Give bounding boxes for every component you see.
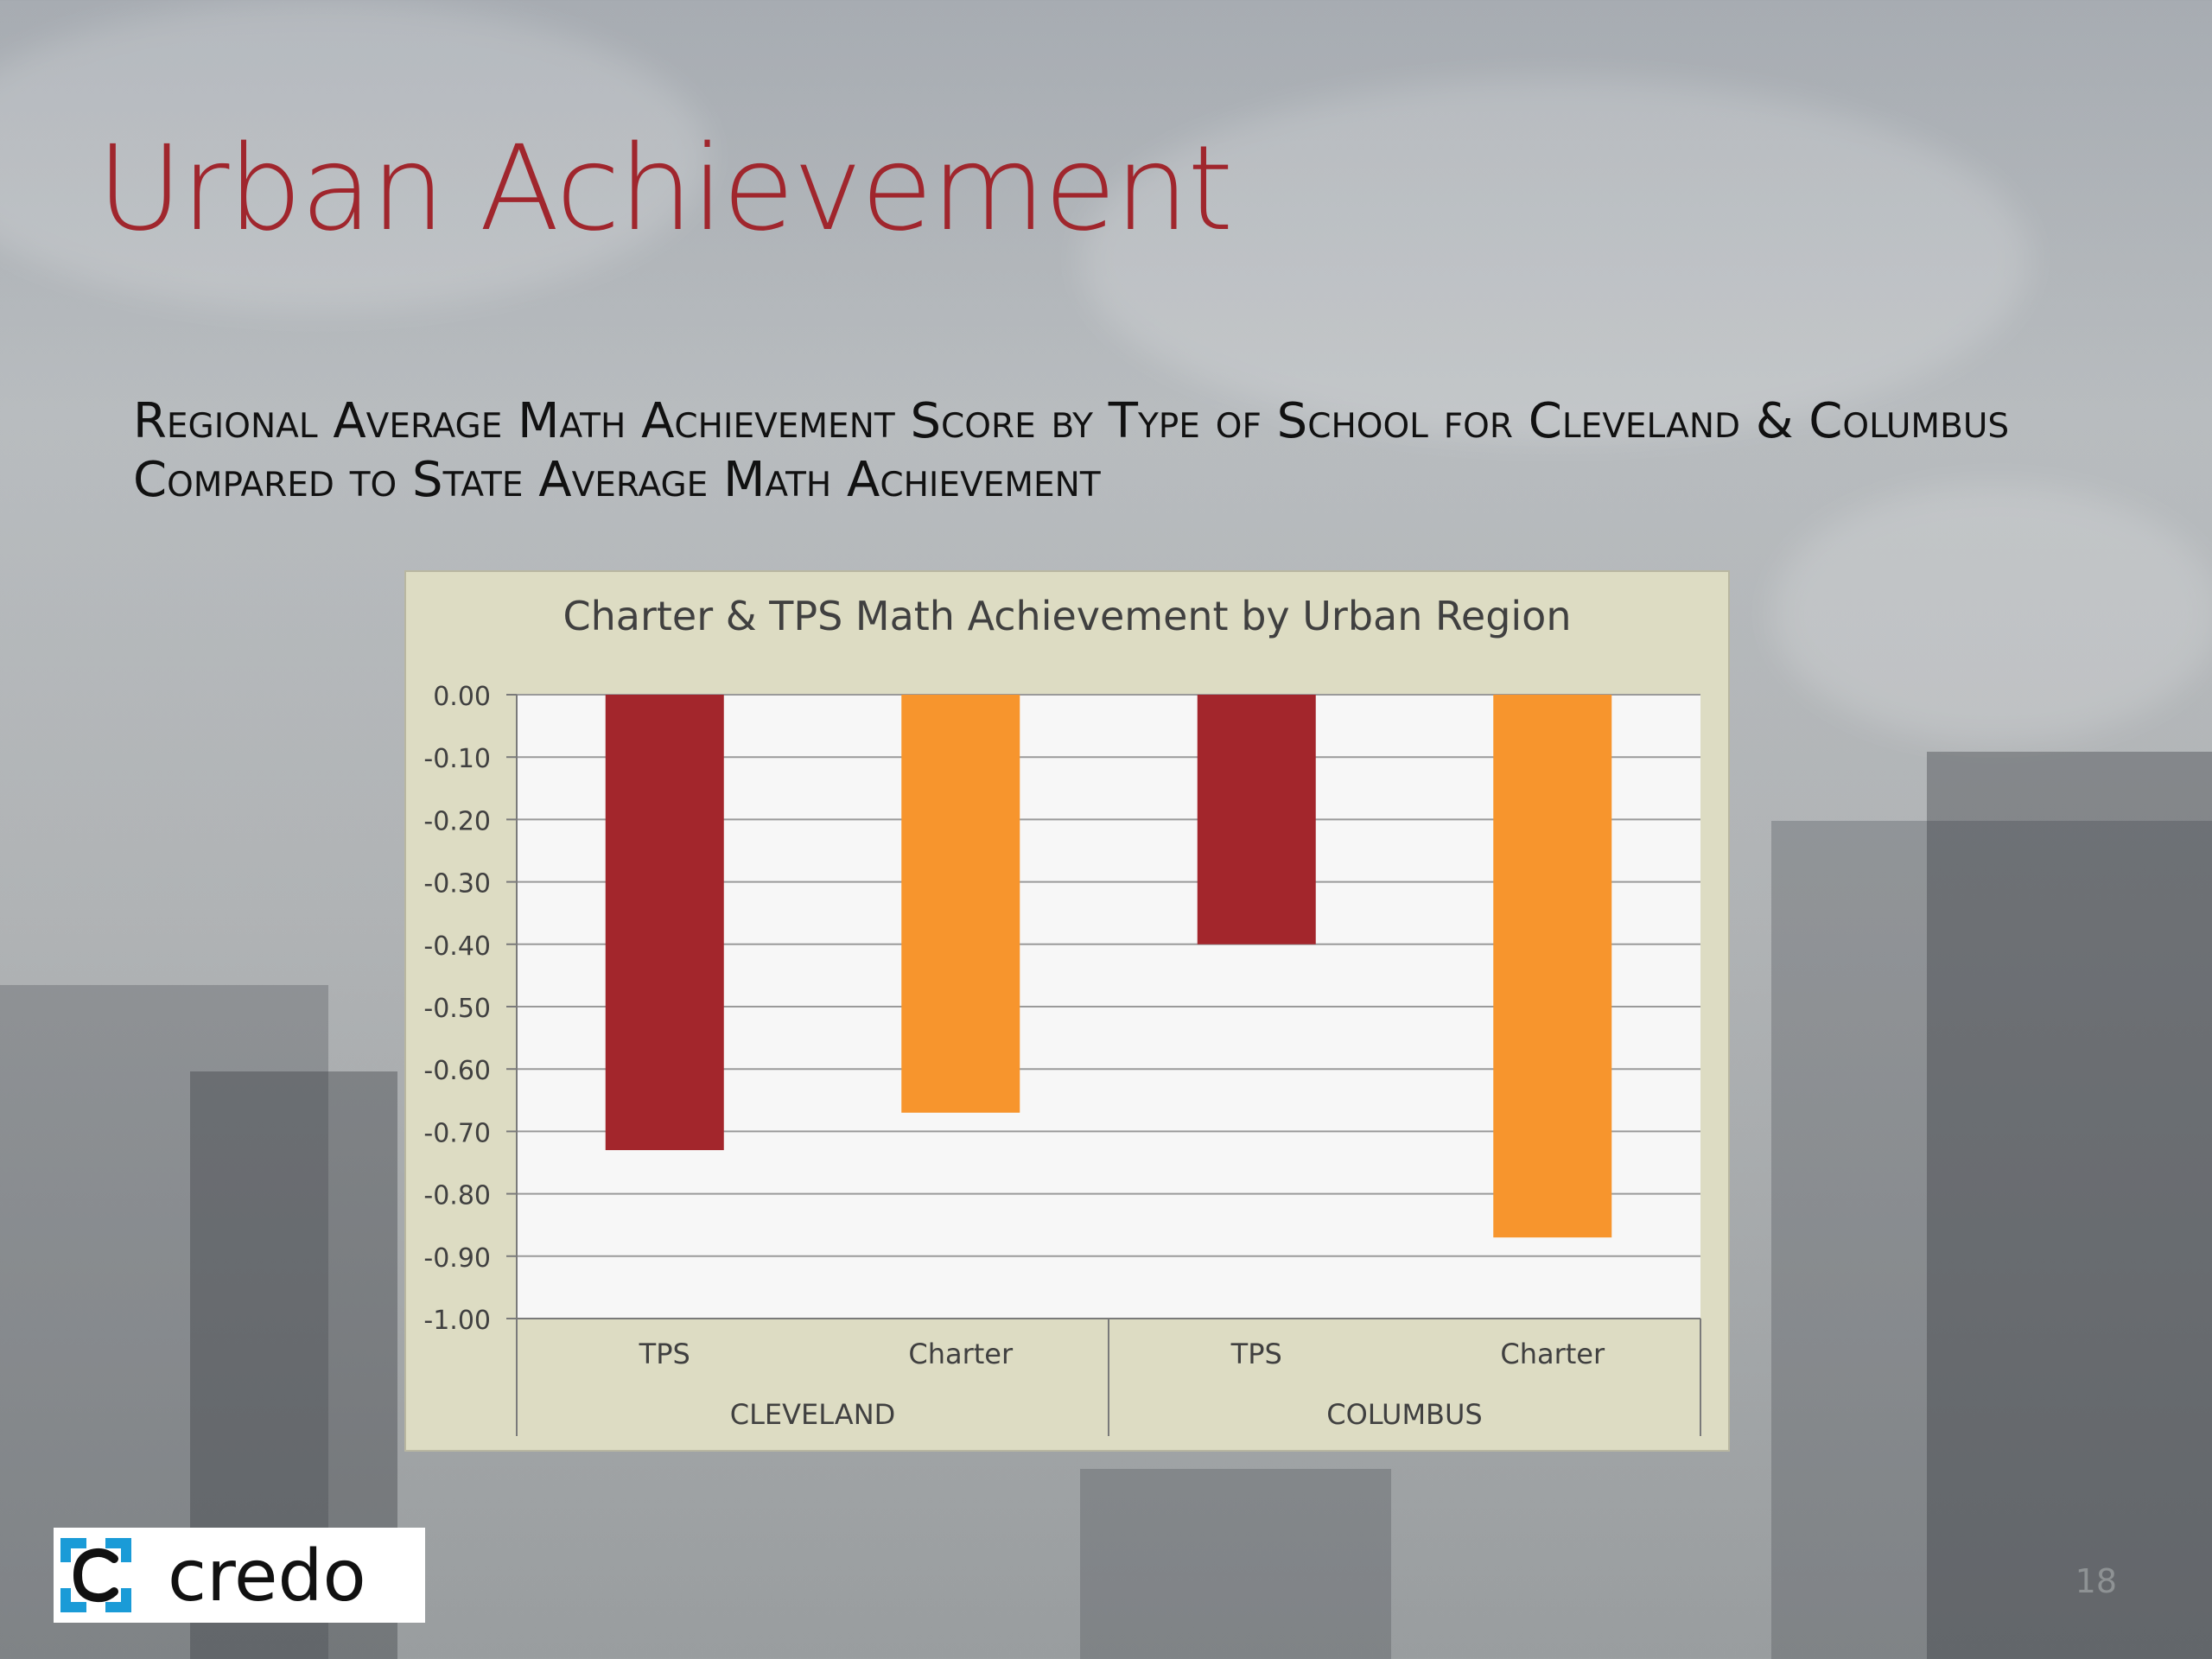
- y-tick-label: -0.30: [423, 869, 491, 899]
- y-tick-label: -1.00: [423, 1306, 491, 1336]
- cloud: [1080, 78, 2031, 441]
- credo-logo-graphic: credo: [60, 1535, 366, 1618]
- x-category-label: TPS: [639, 1338, 690, 1370]
- y-tick-label: -0.20: [423, 806, 491, 836]
- chart-plot-area: 0.00 -0.10 -0.20 -0.30 -0.40 -0.50 -0.60 -0.70 -…: [423, 682, 1701, 1436]
- x-group-label: COLUMBUS: [1326, 1398, 1482, 1431]
- page-number: 18: [2075, 1562, 2117, 1600]
- y-tick-label: -0.10: [423, 744, 491, 774]
- y-tick-label: -0.50: [423, 994, 491, 1024]
- slide-title: Urban Achievement: [97, 121, 1233, 257]
- x-group-label: CLEVELAND: [730, 1398, 896, 1431]
- credo-logo-text: credo: [168, 1535, 366, 1618]
- credo-logo: credo: [54, 1528, 425, 1623]
- bar: [901, 695, 1020, 1113]
- y-tick-label: -0.80: [423, 1181, 491, 1211]
- x-category-label: TPS: [1230, 1338, 1282, 1370]
- building-silhouette: [1771, 821, 2212, 1659]
- bar: [1493, 695, 1612, 1238]
- slide-subtitle: Regional Average Math Achievement Score …: [133, 393, 2010, 508]
- bar-chart: Charter & TPS Math Achievement by Urban …: [423, 593, 1701, 1436]
- y-tick-label: -0.90: [423, 1243, 491, 1274]
- x-category-label: Charter: [1500, 1338, 1605, 1370]
- building-silhouette: [1927, 752, 2212, 1659]
- cloud: [1771, 484, 2212, 743]
- y-tick-label: -0.60: [423, 1056, 491, 1086]
- x-category-label: Charter: [908, 1338, 1014, 1370]
- cloud: [0, 0, 709, 311]
- bar: [1197, 695, 1316, 944]
- bar: [605, 695, 724, 1151]
- y-tick-label: -0.70: [423, 1118, 491, 1148]
- y-tick-label: -0.40: [423, 931, 491, 962]
- credo-bracket-c-icon: [60, 1538, 131, 1612]
- chart-panel: Charter & TPS Math Achievement by Urban …: [404, 570, 1730, 1452]
- chart-title: Charter & TPS Math Achievement by Urban …: [563, 593, 1572, 639]
- building-silhouette: [1080, 1469, 1391, 1659]
- y-tick-label: 0.00: [433, 682, 491, 712]
